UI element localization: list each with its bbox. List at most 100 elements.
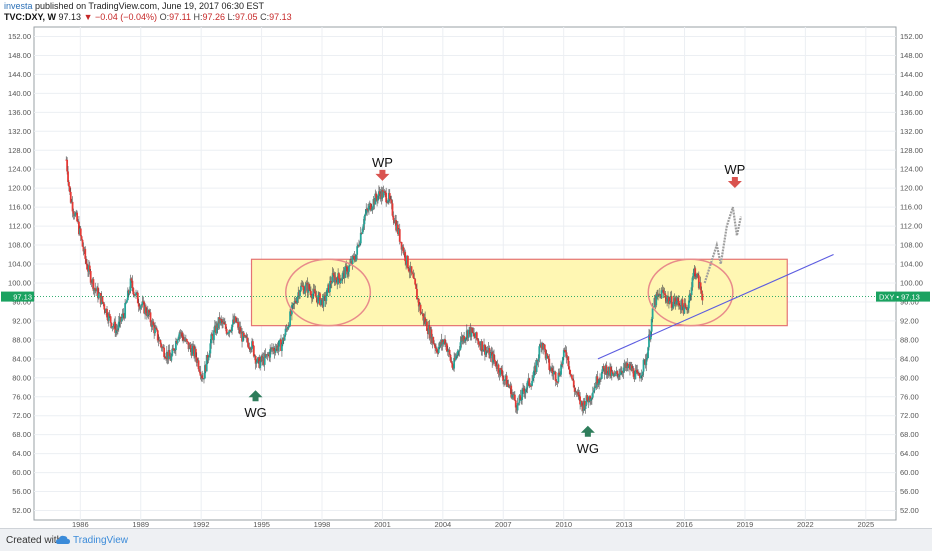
bar-body	[346, 266, 349, 275]
price-chart[interactable]: 52.00 52.00 56.00 56.00 60.00 60.00 64.00 64.00…	[0, 0, 932, 528]
bar-body	[584, 404, 587, 410]
x-tick-label: 2010	[555, 520, 572, 528]
bar-body	[589, 395, 591, 401]
bar-body	[619, 374, 621, 376]
bar-body	[676, 298, 678, 302]
bar-body	[119, 316, 122, 322]
bar-body	[261, 356, 263, 361]
bar-body	[76, 212, 78, 222]
bar-body	[663, 293, 666, 295]
annotation-label: WP	[372, 155, 393, 170]
bar-body	[564, 350, 567, 353]
bar-body	[345, 266, 348, 267]
bar-body	[484, 344, 486, 355]
bar-body	[301, 285, 304, 287]
bar-body	[88, 265, 91, 272]
peak-marker: WP	[724, 162, 745, 188]
bar-body	[530, 385, 533, 387]
bar-body	[577, 391, 580, 395]
bar-body	[205, 355, 208, 372]
bar-body	[504, 375, 507, 380]
bar-body	[235, 321, 238, 323]
y-tick-label-right: 64.00	[900, 449, 919, 458]
bar-body	[590, 397, 593, 399]
bar-body	[425, 321, 427, 324]
bar-body	[548, 358, 551, 370]
symbol-label[interactable]: TVC:DXY, W	[4, 12, 57, 22]
bar-body	[353, 256, 356, 260]
bar-body	[594, 386, 597, 388]
x-tick-label: 2025	[857, 520, 874, 528]
bar-body	[375, 193, 378, 199]
footer-bar: Created with TradingView	[0, 528, 932, 551]
bar-body	[271, 347, 274, 350]
bar-body	[562, 350, 565, 358]
bar-body	[599, 379, 601, 381]
y-tick-label-right: 144.00	[900, 70, 923, 79]
bar-body	[464, 339, 466, 342]
y-tick-label-right: 88.00	[900, 335, 919, 344]
x-tick-label: 2016	[676, 520, 693, 528]
bar-body	[532, 370, 535, 378]
bar-body	[653, 298, 656, 308]
bar-body	[583, 401, 586, 410]
bar-body	[642, 359, 645, 372]
bar-body	[413, 277, 416, 280]
y-tick-label-right: 80.00	[900, 373, 919, 382]
bar-body	[683, 303, 686, 314]
x-tick-label: 2013	[616, 520, 633, 528]
bar-body	[647, 347, 649, 359]
y-tick-label-left: 132.00	[8, 127, 31, 136]
bar-body	[667, 297, 669, 299]
bar-body	[116, 329, 118, 331]
bar-body	[286, 328, 289, 330]
bar-body	[598, 379, 601, 384]
y-tick-label-left: 116.00	[9, 203, 31, 212]
bar-body	[453, 357, 456, 369]
bar-body	[198, 369, 201, 372]
bar-body	[511, 394, 514, 398]
bar-body	[557, 372, 560, 383]
bar-body	[211, 334, 214, 336]
bar-body	[567, 356, 570, 367]
bar-body	[457, 350, 460, 352]
bar-body	[200, 375, 203, 377]
y-tick-label-right: 76.00	[900, 392, 919, 401]
bar-body	[263, 354, 266, 365]
bar-body	[490, 352, 493, 354]
bar-body	[310, 295, 313, 299]
bar-body	[619, 371, 622, 375]
bar-body	[186, 341, 189, 343]
bar-body	[153, 325, 156, 334]
bar-body	[699, 282, 702, 291]
bar-body	[441, 339, 444, 345]
bar-body	[347, 271, 349, 275]
bar-body	[565, 352, 568, 359]
bar-body	[195, 357, 198, 363]
tradingview-brand[interactable]: TradingView	[73, 535, 129, 546]
bar-body	[295, 302, 298, 304]
bar-body	[91, 279, 94, 283]
bar-body	[92, 279, 95, 291]
bar-body	[468, 327, 471, 330]
bar-body	[122, 313, 125, 316]
bar-body	[161, 347, 164, 349]
bar-body	[541, 343, 543, 348]
bar-body	[421, 313, 424, 315]
bar-body	[314, 291, 317, 297]
author-link[interactable]: investa	[4, 1, 33, 11]
bar-body	[378, 191, 380, 196]
bar-body	[201, 375, 204, 379]
bar-body	[485, 350, 488, 352]
bar-body	[461, 336, 464, 342]
bar-body	[167, 350, 170, 360]
bar-body	[83, 248, 86, 252]
bar-body	[674, 298, 677, 305]
x-tick-label: 2019	[737, 520, 754, 528]
x-tick-label: 2022	[797, 520, 814, 528]
bar-body	[90, 282, 93, 284]
highlight-circle	[647, 258, 734, 327]
bar-body	[108, 313, 111, 317]
bar-body	[363, 216, 366, 225]
bar-body	[405, 261, 407, 265]
